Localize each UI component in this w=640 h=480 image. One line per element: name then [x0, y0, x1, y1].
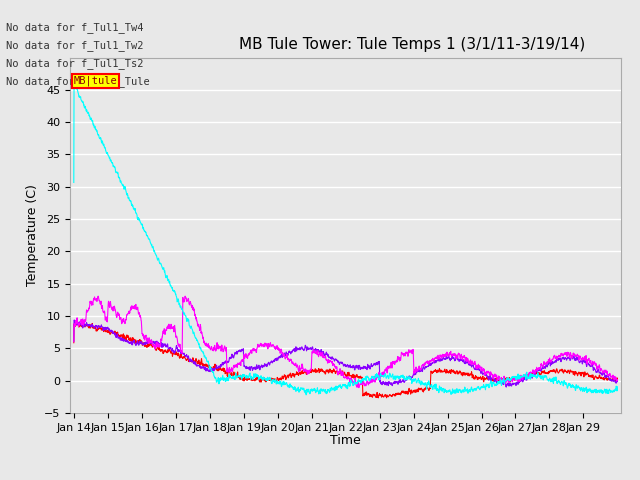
Text: No data for f_Tul1_Tule: No data for f_Tul1_Tule: [6, 76, 150, 87]
Y-axis label: Temperature (C): Temperature (C): [26, 184, 39, 286]
Title: MB Tule Tower: Tule Temps 1 (3/1/11-3/19/14): MB Tule Tower: Tule Temps 1 (3/1/11-3/19…: [239, 37, 585, 52]
Text: MB|tule: MB|tule: [74, 76, 117, 86]
Text: No data for f_Tul1_Tw2: No data for f_Tul1_Tw2: [6, 40, 144, 51]
Text: No data for f_Tul1_Ts2: No data for f_Tul1_Ts2: [6, 58, 144, 69]
X-axis label: Time: Time: [330, 434, 361, 447]
Text: No data for f_Tul1_Tw4: No data for f_Tul1_Tw4: [6, 22, 144, 33]
